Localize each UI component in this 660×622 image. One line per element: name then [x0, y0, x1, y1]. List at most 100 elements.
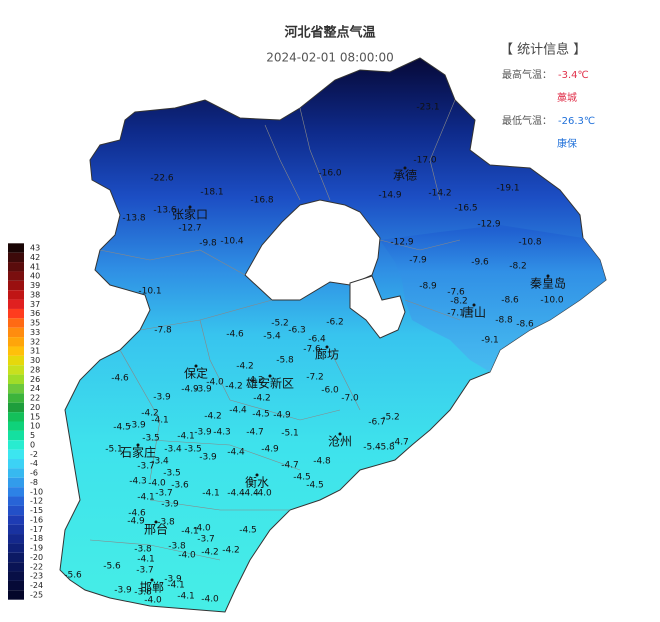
station-temp: -3.4: [164, 445, 182, 455]
legend-label: 10: [30, 422, 40, 431]
station-temp: -6.0: [321, 386, 339, 396]
station-temp: -7.0: [341, 394, 359, 404]
legend-label: -10: [30, 487, 43, 496]
station-temp: -4.2: [201, 548, 219, 558]
city-dot: [268, 374, 272, 378]
station-temp: -5.1: [281, 429, 299, 439]
station-temp: -3.9: [194, 385, 212, 395]
station-temp: -3.8: [134, 588, 152, 598]
station-temp: -4.5: [252, 410, 270, 420]
legend-label: 32: [30, 337, 40, 346]
station-temp: -3.9: [153, 393, 171, 403]
station-temp: -14.9: [378, 191, 402, 201]
legend-swatch: [8, 487, 24, 497]
station-temp: -3.7: [155, 489, 173, 499]
station-temp: -3.8: [157, 518, 175, 528]
station-temp: -10.4: [220, 237, 244, 247]
legend-label: 33: [30, 328, 40, 337]
legend-label: 24: [30, 384, 40, 393]
station-temp: -22.6: [150, 174, 174, 184]
legend-label: -19: [30, 544, 43, 553]
station-temp: -4.5: [113, 423, 131, 433]
station-temp: -13.6: [153, 206, 177, 216]
legend-label: -4: [30, 459, 38, 468]
station-temp: -6.2: [326, 318, 344, 328]
stats-max-station: 藁城: [557, 91, 577, 104]
station-temp: -16.8: [250, 196, 274, 206]
station-temp: -12.7: [178, 224, 201, 234]
station-temp: -16.0: [318, 169, 342, 179]
legend-swatch: [8, 337, 24, 347]
station-temp: -8.6: [516, 320, 534, 330]
city-label: 石家庄: [120, 445, 156, 460]
legend-swatch: [8, 318, 24, 328]
city-dot: [403, 166, 407, 170]
legend-label: -25: [30, 591, 43, 600]
city-label: 邢台: [144, 522, 168, 537]
legend-swatch: [8, 402, 24, 413]
city-label: 张家口: [172, 207, 208, 222]
station-temp: -7.6: [447, 288, 465, 298]
legend-swatch: [8, 477, 24, 488]
station-temp: -4.0: [254, 489, 272, 499]
legend-swatch: [8, 280, 24, 291]
station-temp: -10.0: [540, 296, 564, 306]
beijing-hole: [244, 199, 381, 301]
station-temp: -4.2: [236, 362, 254, 372]
station-temp: -4.1: [177, 432, 195, 442]
legend-swatch: [8, 346, 24, 356]
station-temp: -4.2: [204, 412, 222, 422]
legend-swatch: [8, 365, 24, 375]
station-temp: -4.4: [229, 406, 247, 416]
city-dot: [188, 205, 192, 209]
station-temp: -3.9: [161, 500, 179, 510]
legend-swatch: [8, 580, 24, 591]
legend-label: -17: [30, 525, 43, 534]
legend-label: 37: [30, 300, 40, 309]
legend-swatch: [8, 290, 24, 300]
station-temp: -3.8: [168, 542, 186, 552]
stats-max-label: 最高气温：: [502, 68, 552, 81]
legend-label: 38: [30, 290, 40, 299]
station-temp: -3.5: [163, 469, 181, 479]
station-temp: -3.9: [194, 428, 212, 438]
city-label: 秦皇岛: [530, 276, 566, 291]
legend-swatch: [8, 355, 24, 366]
legend-swatch: [8, 421, 24, 431]
station-temp: -6.7: [368, 418, 386, 428]
station-temp: -4.7: [246, 428, 264, 438]
station-temp: -4.4: [227, 448, 245, 458]
legend-swatch: [8, 271, 24, 281]
legend-label: -18: [30, 534, 43, 543]
province-shape: [59, 57, 607, 613]
legend-label: 39: [30, 281, 40, 290]
stats-max-value: -3.4℃: [558, 70, 589, 81]
legend-swatch: [8, 393, 24, 403]
legend-swatch: [8, 524, 24, 535]
station-temp: -7.1: [447, 309, 465, 319]
station-temp: -4.1: [137, 555, 155, 565]
station-temp: -4.2: [225, 382, 243, 392]
legend-swatch: [8, 534, 24, 544]
legend-label: 22: [30, 394, 40, 403]
station-temp: -4.9: [181, 385, 199, 395]
station-temp: -4.5: [306, 481, 324, 491]
station-temp: -4.0: [144, 596, 162, 606]
city-dot: [136, 443, 140, 447]
legend-swatch: [8, 308, 24, 319]
station-temp: -5.2: [382, 413, 400, 423]
station-temp: -9.1: [481, 336, 499, 346]
legend-label: -20: [30, 553, 43, 562]
legend-label: 0: [30, 440, 35, 449]
station-temp: -4.0: [193, 524, 211, 534]
station-temp: -5.6: [103, 562, 121, 572]
city-dot: [194, 364, 198, 368]
station-temp: -3.9: [199, 453, 217, 463]
city-label: 邯郸: [140, 580, 164, 595]
station-temp: -19.1: [496, 184, 519, 194]
station-temp: -5.1: [105, 445, 123, 455]
station-temp: -7.2: [306, 373, 324, 383]
station-temp: -9.6: [471, 258, 489, 268]
legend-swatch: [8, 243, 24, 253]
legend-label: -15: [30, 506, 43, 515]
